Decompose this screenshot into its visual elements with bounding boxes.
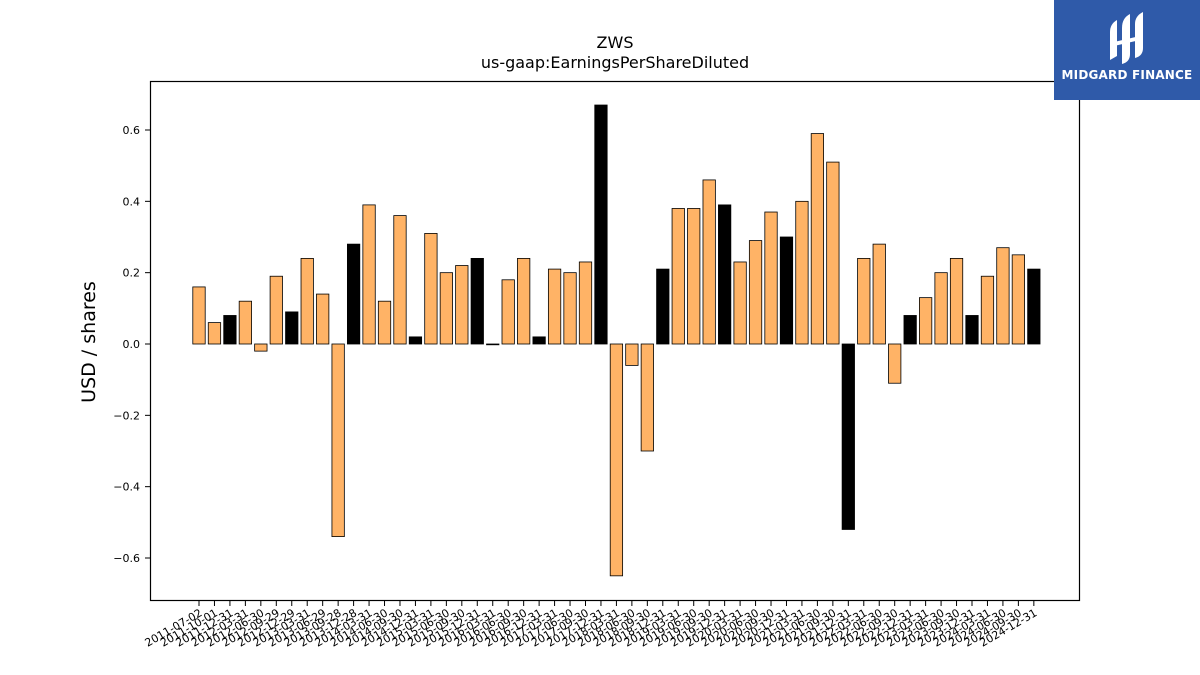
y-tick-label: −0.4 — [113, 481, 140, 494]
bar-2024-03-31 — [980, 275, 995, 345]
bar-2023-12-31 — [965, 315, 979, 345]
brand-logo: MIDGARD FINANCE — [1054, 0, 1200, 100]
bar-2016-09-30 — [517, 257, 531, 345]
bar-2023-06-30 — [934, 272, 948, 345]
bar-2015-03-31 — [424, 233, 438, 345]
bar-2023-09-30 — [949, 257, 964, 345]
bar-2018-09-30 — [640, 343, 654, 452]
y-tick-label: 0.6 — [123, 124, 141, 137]
bar-2015-09-30 — [455, 265, 469, 345]
bar-2012-09-29 — [269, 275, 283, 345]
bar-2021-06-30 — [810, 133, 825, 345]
bar-2016-12-31 — [532, 336, 546, 345]
bar-2013-09-28 — [331, 343, 345, 538]
bar-2017-09-30 — [578, 261, 593, 345]
bar-2017-06-30 — [563, 272, 577, 345]
bar-2013-12-28 — [346, 243, 361, 345]
bar-2022-12-31 — [903, 315, 917, 345]
bar-2020-06-30 — [748, 240, 763, 345]
y-tick-label: 0.0 — [123, 338, 141, 351]
brand-name: MIDGARD FINANCE — [1061, 68, 1193, 82]
bar-2012-06-30 — [254, 343, 268, 352]
bar-2024-12-31 — [1027, 268, 1041, 345]
bar-2021-09-30 — [826, 161, 840, 345]
bar-2016-06-30 — [501, 279, 515, 345]
midgard-logo-icon — [1110, 12, 1143, 64]
bar-2011-10-01 — [207, 322, 222, 345]
bar-2014-03-31 — [362, 204, 376, 345]
bar-2014-09-30 — [393, 215, 407, 345]
plot-frame — [149, 80, 1081, 602]
y-axis-ticks: −0.6 −0.4 −0.2 0.0 0.2 0.4 0.6 — [113, 124, 150, 565]
chart-title: ZWS — [597, 33, 634, 52]
bar-2021-12-31 — [841, 343, 855, 530]
bar-2012-03-31 — [238, 300, 252, 345]
bar-2020-03-31 — [733, 261, 747, 345]
bar-2024-09-30 — [1011, 254, 1025, 345]
bar-2020-12-31 — [779, 236, 794, 345]
y-tick-label: 0.4 — [123, 195, 141, 208]
bar-2015-12-31 — [470, 257, 484, 345]
bar-2019-09-30 — [702, 179, 716, 345]
y-tick-label: −0.6 — [113, 552, 140, 565]
bar-2013-03-31 — [300, 257, 314, 345]
x-axis-ticks: 2011-07-022011-10-012011-12-312012-03-31… — [143, 601, 1039, 650]
bar-2018-12-31 — [656, 268, 670, 345]
bar-2020-09-30 — [764, 211, 778, 345]
bar-2017-03-31 — [547, 268, 562, 345]
y-axis-label: USD / shares — [78, 281, 100, 403]
bar-2024-06-30 — [996, 247, 1010, 345]
bar-2017-12-31 — [594, 104, 608, 345]
bar-2019-06-30 — [687, 208, 701, 345]
bar-2013-06-29 — [316, 293, 330, 345]
bar-2016-03-31 — [486, 343, 500, 346]
y-tick-label: −0.2 — [113, 409, 140, 422]
y-tick-label: 0.2 — [123, 267, 141, 280]
bar-2019-12-31 — [718, 204, 732, 345]
bar-2014-06-30 — [377, 300, 392, 345]
bar-2022-09-30 — [888, 343, 902, 384]
bar-2012-12-29 — [285, 311, 299, 345]
bar-series — [192, 104, 1041, 577]
bar-2022-03-31 — [857, 257, 871, 345]
bar-2019-03-31 — [671, 208, 685, 345]
bar-2018-06-30 — [625, 343, 639, 366]
bar-2014-12-31 — [408, 336, 423, 345]
bar-2011-07-02 — [192, 286, 206, 345]
bar-2011-12-31 — [223, 315, 237, 345]
bar-2015-06-30 — [439, 272, 453, 345]
bar-2018-03-31 — [609, 343, 624, 577]
chart-subtitle: us-gaap:EarningsPerShareDiluted — [481, 53, 749, 72]
bar-2023-03-31 — [919, 297, 933, 345]
bar-2021-03-31 — [795, 200, 809, 345]
bar-2022-06-30 — [872, 243, 886, 345]
